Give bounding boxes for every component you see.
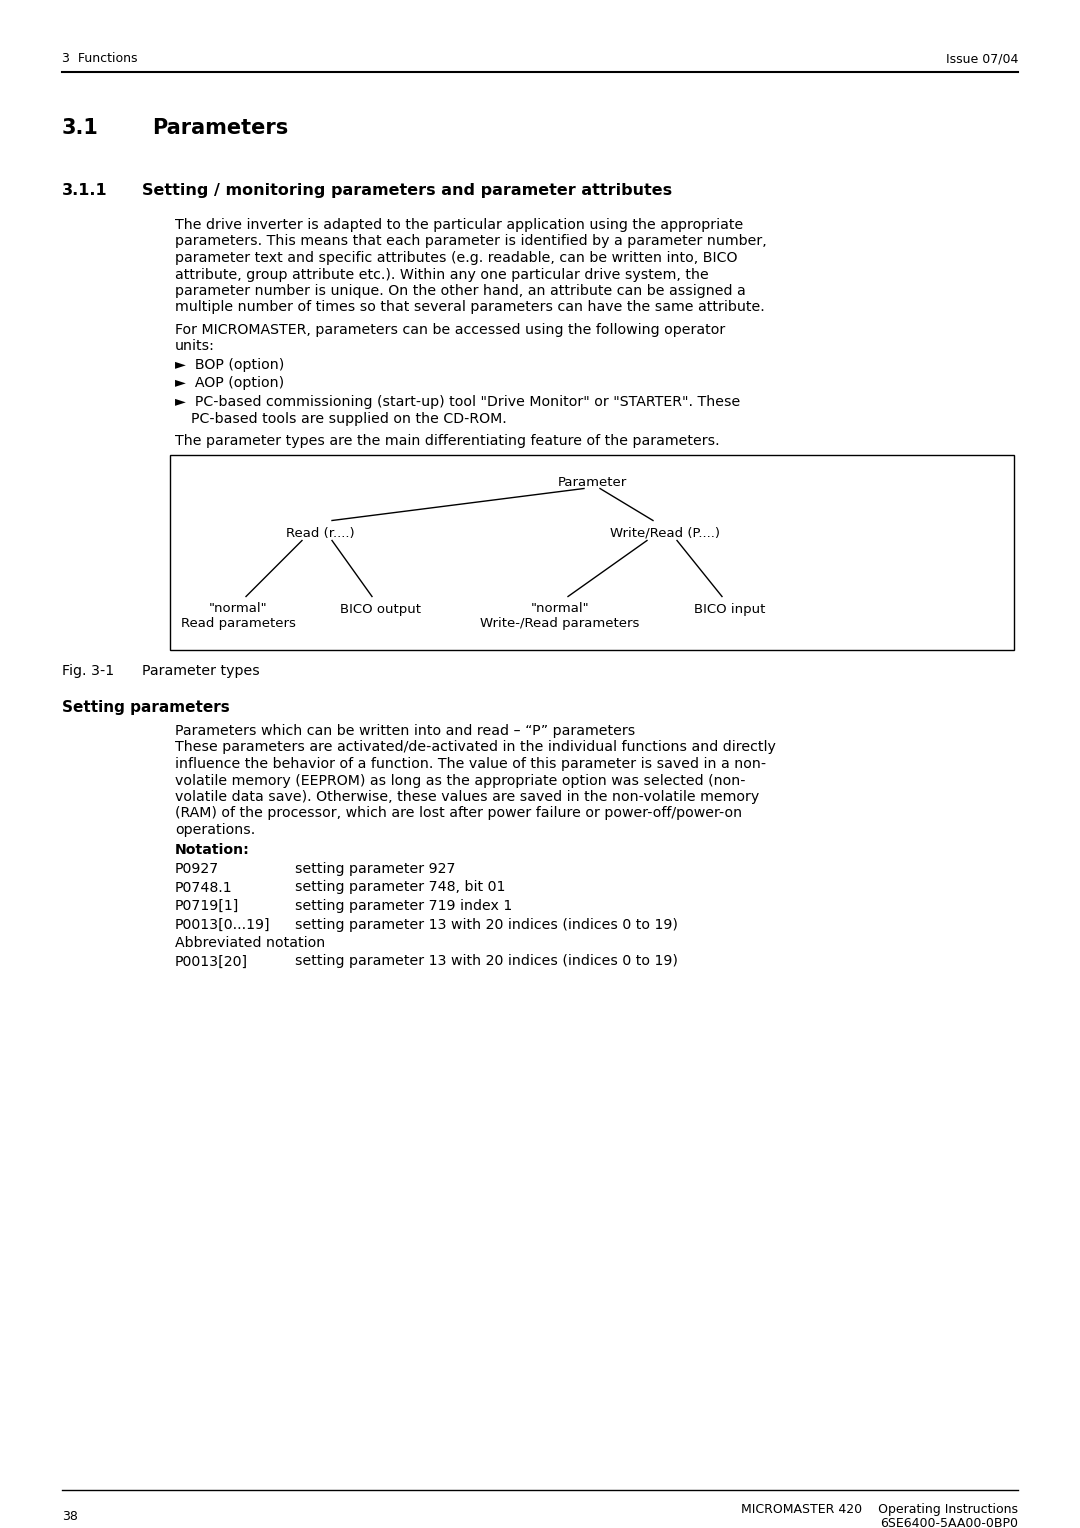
Text: PC-based tools are supplied on the CD-ROM.: PC-based tools are supplied on the CD-RO… bbox=[191, 411, 507, 425]
Text: P0013[20]: P0013[20] bbox=[175, 955, 248, 969]
Text: Notation:: Notation: bbox=[175, 843, 249, 857]
Text: multiple number of times so that several parameters can have the same attribute.: multiple number of times so that several… bbox=[175, 301, 765, 315]
Text: setting parameter 719 index 1: setting parameter 719 index 1 bbox=[295, 898, 512, 914]
Text: Setting / monitoring parameters and parameter attributes: Setting / monitoring parameters and para… bbox=[141, 183, 672, 199]
Text: Read (r....): Read (r....) bbox=[286, 527, 354, 539]
Text: volatile data save). Otherwise, these values are saved in the non-volatile memor: volatile data save). Otherwise, these va… bbox=[175, 790, 759, 804]
Text: BICO output: BICO output bbox=[339, 602, 420, 616]
Text: attribute, group attribute etc.). Within any one particular drive system, the: attribute, group attribute etc.). Within… bbox=[175, 267, 708, 281]
Text: parameters. This means that each parameter is identified by a parameter number,: parameters. This means that each paramet… bbox=[175, 234, 767, 249]
Text: P0013[0...19]: P0013[0...19] bbox=[175, 917, 270, 932]
Bar bbox=[170, 454, 1014, 649]
Text: 38: 38 bbox=[62, 1510, 78, 1523]
Text: parameter text and specific attributes (e.g. readable, can be written into, BICO: parameter text and specific attributes (… bbox=[175, 251, 738, 264]
Text: Parameter: Parameter bbox=[557, 477, 626, 489]
Text: Issue 07/04: Issue 07/04 bbox=[946, 52, 1018, 66]
Text: setting parameter 748, bit 01: setting parameter 748, bit 01 bbox=[295, 880, 505, 894]
Text: P0748.1: P0748.1 bbox=[175, 880, 232, 894]
Text: P0719[1]: P0719[1] bbox=[175, 898, 240, 914]
Text: Parameters: Parameters bbox=[152, 118, 288, 138]
Text: units:: units: bbox=[175, 339, 215, 353]
Text: P0927: P0927 bbox=[175, 862, 219, 876]
Text: "normal": "normal" bbox=[208, 602, 268, 616]
Text: setting parameter 927: setting parameter 927 bbox=[295, 862, 456, 876]
Text: "normal": "normal" bbox=[530, 602, 590, 616]
Text: (RAM) of the processor, which are lost after power failure or power-off/power-on: (RAM) of the processor, which are lost a… bbox=[175, 807, 742, 821]
Text: Fig. 3-1: Fig. 3-1 bbox=[62, 663, 114, 677]
Text: Write/Read (P....): Write/Read (P....) bbox=[610, 527, 720, 539]
Text: For MICROMASTER, parameters can be accessed using the following operator: For MICROMASTER, parameters can be acces… bbox=[175, 322, 726, 338]
Text: Setting parameters: Setting parameters bbox=[62, 700, 230, 715]
Text: Parameter types: Parameter types bbox=[141, 663, 260, 677]
Text: setting parameter 13 with 20 indices (indices 0 to 19): setting parameter 13 with 20 indices (in… bbox=[295, 955, 678, 969]
Text: influence the behavior of a function. The value of this parameter is saved in a : influence the behavior of a function. Th… bbox=[175, 756, 766, 772]
Text: Abbreviated notation: Abbreviated notation bbox=[175, 937, 325, 950]
Text: MICROMASTER 420    Operating Instructions: MICROMASTER 420 Operating Instructions bbox=[741, 1504, 1018, 1516]
Text: BICO input: BICO input bbox=[694, 602, 766, 616]
Text: volatile memory (EEPROM) as long as the appropriate option was selected (non-: volatile memory (EEPROM) as long as the … bbox=[175, 773, 745, 787]
Text: The parameter types are the main differentiating feature of the parameters.: The parameter types are the main differe… bbox=[175, 434, 719, 448]
Text: parameter number is unique. On the other hand, an attribute can be assigned a: parameter number is unique. On the other… bbox=[175, 284, 746, 298]
Text: Parameters which can be written into and read – “P” parameters: Parameters which can be written into and… bbox=[175, 724, 635, 738]
Text: 6SE6400-5AA00-0BP0: 6SE6400-5AA00-0BP0 bbox=[880, 1517, 1018, 1528]
Text: ►  AOP (option): ► AOP (option) bbox=[175, 376, 284, 391]
Text: ►  PC-based commissioning (start-up) tool "Drive Monitor" or "STARTER". These: ► PC-based commissioning (start-up) tool… bbox=[175, 396, 740, 410]
Text: Write-/Read parameters: Write-/Read parameters bbox=[481, 616, 639, 630]
Text: These parameters are activated/de-activated in the individual functions and dire: These parameters are activated/de-activa… bbox=[175, 741, 775, 755]
Text: ►  BOP (option): ► BOP (option) bbox=[175, 358, 284, 371]
Text: 3  Functions: 3 Functions bbox=[62, 52, 137, 66]
Text: setting parameter 13 with 20 indices (indices 0 to 19): setting parameter 13 with 20 indices (in… bbox=[295, 917, 678, 932]
Text: Read parameters: Read parameters bbox=[180, 616, 296, 630]
Text: 3.1.1: 3.1.1 bbox=[62, 183, 108, 199]
Text: operations.: operations. bbox=[175, 824, 255, 837]
Text: 3.1: 3.1 bbox=[62, 118, 99, 138]
Text: The drive inverter is adapted to the particular application using the appropriat: The drive inverter is adapted to the par… bbox=[175, 219, 743, 232]
